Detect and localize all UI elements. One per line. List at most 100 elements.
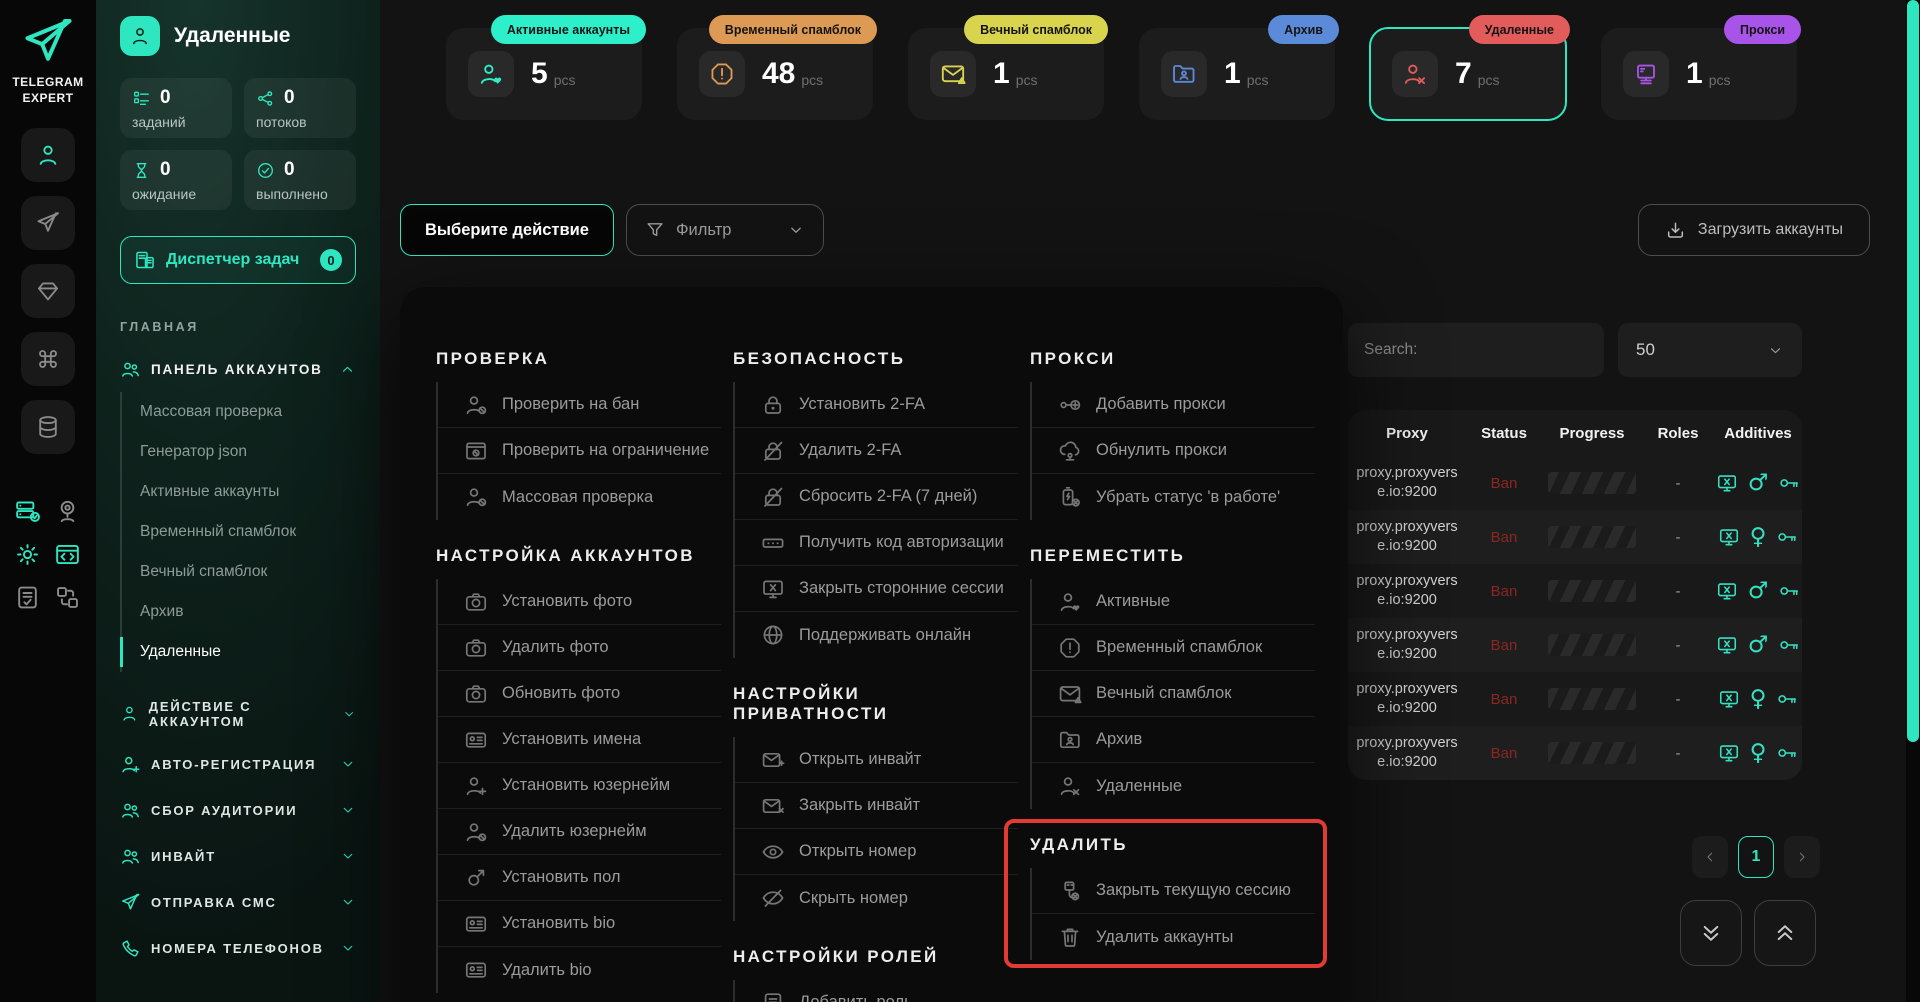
menu-item[interactable]: Установить пол [438, 855, 721, 901]
key-icon[interactable] [1778, 580, 1800, 602]
sidebar-section[interactable]: АВТО-РЕГИСТРАЦИЯ [120, 741, 356, 787]
rail-button[interactable] [21, 400, 75, 455]
swap-icon[interactable] [54, 584, 81, 611]
table-row[interactable]: proxy.proxyvers e.io:9200 Ban - ♂ [1348, 618, 1802, 672]
menu-item[interactable]: Открыть номер [735, 829, 1018, 875]
filter-button[interactable]: Фильтр [626, 204, 824, 256]
table-row[interactable]: proxy.proxyvers e.io:9200 Ban - ♂ [1348, 564, 1802, 618]
menu-item[interactable]: Проверить на бан [438, 382, 721, 428]
menu-item[interactable]: Удалить аккаунты [1032, 914, 1315, 960]
summary-card[interactable]: Удаленные 7 pcs [1369, 15, 1570, 121]
menu-item[interactable]: Закрыть сторонние сессии [735, 566, 1018, 612]
rail-button[interactable] [21, 264, 75, 319]
rail-button[interactable] [21, 128, 75, 183]
gender-icon[interactable]: ♂ [1747, 470, 1769, 496]
gender-icon[interactable]: ♂ [1747, 578, 1769, 604]
sidebar-section[interactable]: СБОР АУДИТОРИИ [120, 787, 356, 833]
sidebar-subitem[interactable]: Генератор json [140, 443, 247, 460]
menu-item[interactable]: Установить юзернейм [438, 763, 721, 809]
monitor-x-icon[interactable] [1716, 580, 1738, 602]
summary-card[interactable]: Прокси 1 pcs [1601, 15, 1801, 120]
rail-button[interactable] [21, 332, 75, 387]
gender-icon[interactable]: ♂ [1747, 632, 1769, 658]
key-icon[interactable] [1778, 472, 1800, 494]
page-size-select[interactable]: 50 [1618, 323, 1802, 377]
gender-icon[interactable]: ♀ [1749, 740, 1767, 766]
menu-item[interactable]: Удалить bio [438, 947, 721, 993]
menu-item[interactable]: Обнулить прокси [1032, 428, 1315, 474]
monitor-x-icon[interactable] [1718, 688, 1740, 710]
key-icon[interactable] [1776, 526, 1798, 548]
menu-item[interactable]: Открыть инвайт [735, 737, 1018, 783]
sidebar-subitem[interactable]: Архив [140, 603, 184, 620]
menu-item[interactable]: Вечный спамблок [1032, 671, 1315, 717]
sidebar-subitem[interactable]: Временный спамблок [140, 523, 297, 540]
select-action-button[interactable]: Выберите действие [400, 204, 614, 256]
sidebar-section[interactable]: ИНВАЙТ [120, 833, 356, 879]
menu-item[interactable]: Поддерживать онлайн [735, 612, 1018, 658]
menu-item[interactable]: Закрыть текущую сессию [1032, 868, 1315, 914]
search-input[interactable] [1348, 323, 1604, 377]
summary-card[interactable]: Временный спамблок 48 pcs [677, 15, 877, 120]
next-page-button[interactable] [1784, 836, 1820, 878]
menu-item[interactable]: Проверить на ограничение [438, 428, 721, 474]
menu-item[interactable]: Установить имена [438, 717, 721, 763]
summary-card[interactable]: Архив 1 pcs [1139, 15, 1339, 120]
summary-card[interactable]: Активные аккаунты 5 pcs [446, 15, 646, 120]
sidebar-section[interactable]: ОТПРАВКА СМС [120, 879, 356, 925]
table-row[interactable]: proxy.proxyvers e.io:9200 Ban - ♂ [1348, 456, 1802, 510]
key-icon[interactable] [1776, 688, 1798, 710]
scroll-to-bottom-button[interactable] [1680, 900, 1742, 966]
scroll-to-top-button[interactable] [1754, 900, 1816, 966]
menu-item[interactable]: Архив [1032, 717, 1315, 763]
menu-item[interactable]: Получить код авторизации [735, 520, 1018, 566]
gender-icon[interactable]: ♀ [1749, 686, 1767, 712]
menu-item[interactable]: Временный спамблок [1032, 625, 1315, 671]
doccheck-icon[interactable] [14, 584, 41, 611]
monitor-x-icon[interactable] [1718, 742, 1740, 764]
sidebar-item-accounts-panel[interactable]: ПАНЕЛЬ АККАУНТОВ [120, 359, 356, 380]
webcam-icon[interactable] [54, 498, 81, 525]
scrollbar-thumb[interactable] [1907, 0, 1919, 742]
menu-item[interactable]: Удалить фото [438, 625, 721, 671]
menu-item[interactable]: Добавить роль [735, 980, 1018, 1002]
upload-accounts-button[interactable]: Загрузить аккаунты [1638, 204, 1870, 256]
key-icon[interactable] [1778, 634, 1800, 656]
menu-item[interactable]: Установить фото [438, 579, 721, 625]
monitor-x-icon[interactable] [1718, 526, 1740, 548]
menu-item[interactable]: Скрыть номер [735, 875, 1018, 921]
sidebar-subitem[interactable]: Массовая проверка [140, 403, 283, 420]
monitor-x-icon[interactable] [1716, 634, 1738, 656]
menu-item[interactable]: Установить bio [438, 901, 721, 947]
key-icon[interactable] [1776, 742, 1798, 764]
prev-page-button[interactable] [1692, 836, 1728, 878]
menu-item[interactable]: Массовая проверка [438, 474, 721, 520]
menu-item[interactable]: Добавить прокси [1032, 382, 1315, 428]
menu-item[interactable]: Сбросить 2-FA (7 дней) [735, 474, 1018, 520]
summary-card[interactable]: Вечный спамблок 1 pcs [908, 15, 1108, 120]
sidebar-section[interactable]: НОМЕРА ТЕЛЕФОНОВ [120, 925, 356, 971]
menu-item[interactable]: Убрать статус 'в работе' [1032, 474, 1315, 520]
sidebar-subitem[interactable]: Удаленные [120, 632, 356, 672]
sidebar-subitem[interactable]: Активные аккаунты [140, 483, 280, 500]
gender-icon[interactable]: ♀ [1749, 524, 1767, 550]
menu-item[interactable]: Установить 2-FA [735, 382, 1018, 428]
table-row[interactable]: proxy.proxyvers e.io:9200 Ban - ♀ [1348, 726, 1802, 780]
rail-button[interactable] [21, 196, 75, 251]
codewin-icon[interactable] [54, 541, 81, 568]
menu-item[interactable]: Закрыть инвайт [735, 783, 1018, 829]
sidebar-subitem[interactable]: Вечный спамблок [140, 563, 268, 580]
monitor-x-icon[interactable] [1716, 472, 1738, 494]
table-row[interactable]: proxy.proxyvers e.io:9200 Ban - ♀ [1348, 510, 1802, 564]
task-manager-button[interactable]: Диспетчер задач 0 [120, 236, 356, 284]
menu-item[interactable]: Обновить фото [438, 671, 721, 717]
menu-item[interactable]: Удалить 2-FA [735, 428, 1018, 474]
menu-item[interactable]: Удаленные [1032, 763, 1315, 809]
menu-item[interactable]: Активные [1032, 579, 1315, 625]
table-row[interactable]: proxy.proxyvers e.io:9200 Ban - ♀ [1348, 672, 1802, 726]
menu-item[interactable]: Удалить юзернейм [438, 809, 721, 855]
current-page-button[interactable]: 1 [1738, 836, 1774, 878]
gearbug-icon[interactable] [14, 541, 41, 568]
servercheck-icon[interactable] [14, 498, 41, 525]
sidebar-section[interactable]: ДЕЙСТВИЕ С АККАУНТОМ [120, 686, 356, 741]
